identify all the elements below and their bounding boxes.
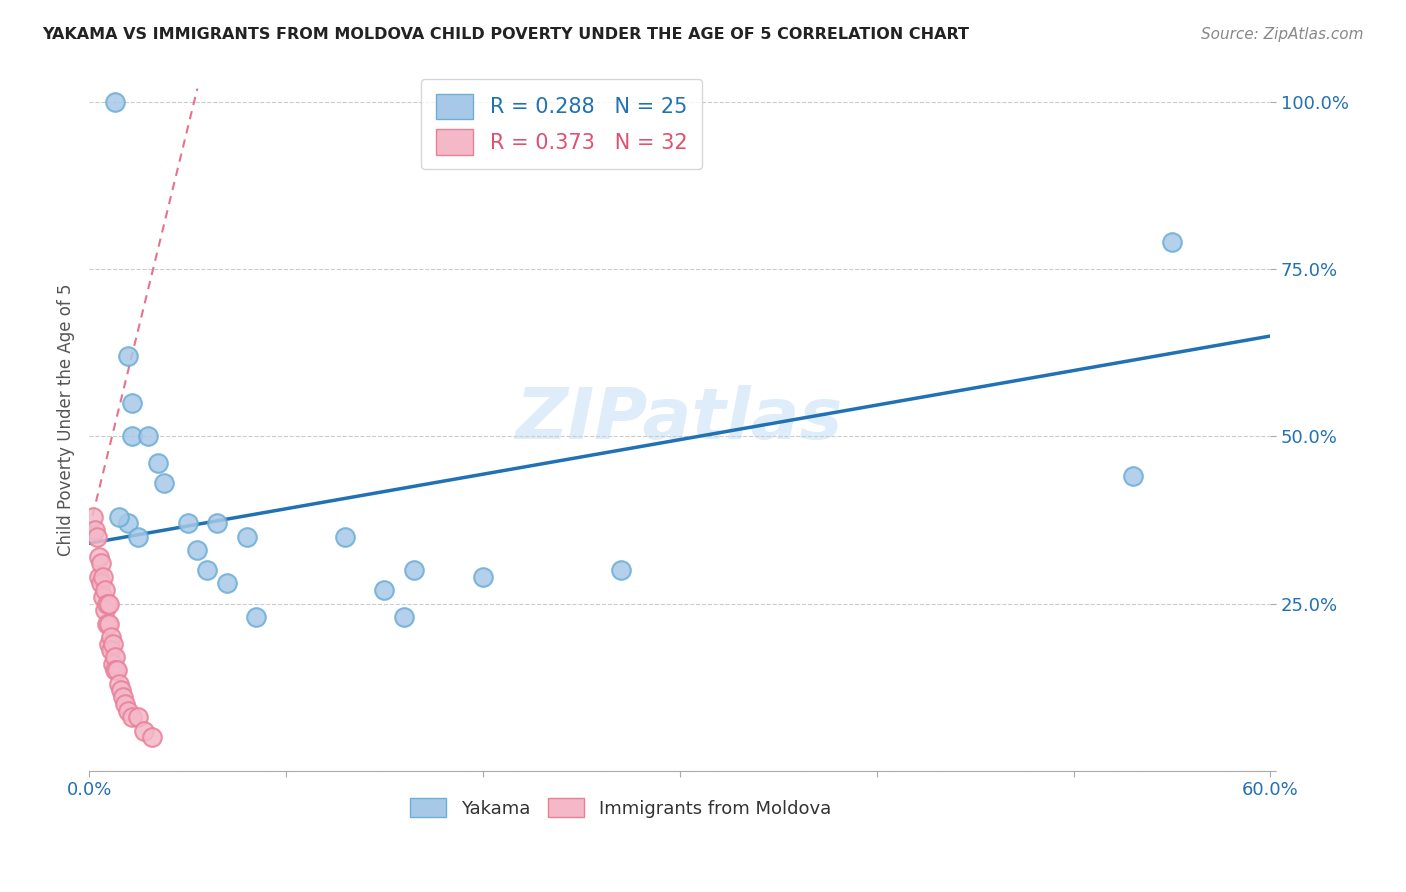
Point [90, 557, 112, 571]
Point [97, 597, 120, 611]
Point [121, 710, 143, 724]
Point [104, 650, 127, 665]
Point [87, 549, 110, 564]
Point [91, 590, 114, 604]
Point [215, 576, 238, 591]
Point [94, 603, 117, 617]
Point [94, 583, 117, 598]
Point [117, 349, 139, 363]
Point [402, 563, 425, 577]
Point [107, 509, 129, 524]
Point [101, 637, 124, 651]
Point [117, 704, 139, 718]
Point [111, 690, 134, 705]
Point [392, 610, 415, 624]
Point [146, 456, 169, 470]
Point [134, 723, 156, 738]
Point [101, 657, 124, 671]
Point [153, 476, 176, 491]
Point [235, 530, 257, 544]
Point [195, 563, 218, 577]
Point [97, 616, 120, 631]
Point [127, 530, 149, 544]
Point [1122, 469, 1144, 483]
Point [97, 637, 120, 651]
Point [176, 516, 198, 531]
Point [105, 664, 128, 678]
Y-axis label: Child Poverty Under the Age of 5: Child Poverty Under the Age of 5 [58, 284, 75, 556]
Point [84, 523, 107, 537]
Point [104, 664, 127, 678]
Point [82, 509, 104, 524]
Point [121, 429, 143, 443]
Point [609, 563, 631, 577]
Point [91, 570, 114, 584]
Point [107, 677, 129, 691]
Point [114, 697, 136, 711]
Point [333, 530, 356, 544]
Point [96, 597, 118, 611]
Legend: Yakama, Immigrants from Moldova: Yakama, Immigrants from Moldova [404, 791, 838, 825]
Point [104, 95, 127, 109]
Point [87, 570, 110, 584]
Point [110, 683, 132, 698]
Text: YAKAMA VS IMMIGRANTS FROM MOLDOVA CHILD POVERTY UNDER THE AGE OF 5 CORRELATION C: YAKAMA VS IMMIGRANTS FROM MOLDOVA CHILD … [42, 27, 969, 42]
Point [127, 710, 149, 724]
Text: ZIPatlas: ZIPatlas [516, 385, 844, 454]
Point [186, 543, 208, 558]
Point [90, 576, 112, 591]
Point [117, 516, 139, 531]
Point [100, 643, 122, 657]
Point [471, 570, 494, 584]
Point [205, 516, 228, 531]
Point [245, 610, 267, 624]
Point [1161, 235, 1184, 250]
Point [373, 583, 395, 598]
Point [141, 731, 163, 745]
Point [121, 396, 143, 410]
Text: Source: ZipAtlas.com: Source: ZipAtlas.com [1201, 27, 1364, 42]
Point [100, 630, 122, 644]
Point [86, 530, 108, 544]
Point [96, 616, 118, 631]
Point [136, 429, 159, 443]
